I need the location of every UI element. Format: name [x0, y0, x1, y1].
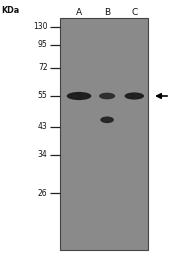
Ellipse shape: [102, 118, 112, 121]
Text: C: C: [131, 8, 137, 17]
Text: 43: 43: [38, 122, 48, 131]
Text: 34: 34: [38, 150, 48, 159]
Text: B: B: [104, 8, 110, 17]
Text: A: A: [76, 8, 82, 17]
Ellipse shape: [67, 92, 91, 100]
Text: KDa: KDa: [2, 6, 20, 15]
Ellipse shape: [101, 94, 113, 98]
Ellipse shape: [100, 116, 114, 123]
Ellipse shape: [99, 93, 115, 99]
Bar: [60, 18, 148, 250]
Text: 72: 72: [38, 63, 48, 72]
Ellipse shape: [127, 94, 142, 98]
Text: 95: 95: [38, 40, 48, 49]
Text: 55: 55: [38, 91, 48, 101]
Ellipse shape: [124, 92, 144, 100]
Text: 130: 130: [33, 22, 48, 31]
Text: 26: 26: [38, 189, 48, 198]
Ellipse shape: [70, 94, 88, 98]
